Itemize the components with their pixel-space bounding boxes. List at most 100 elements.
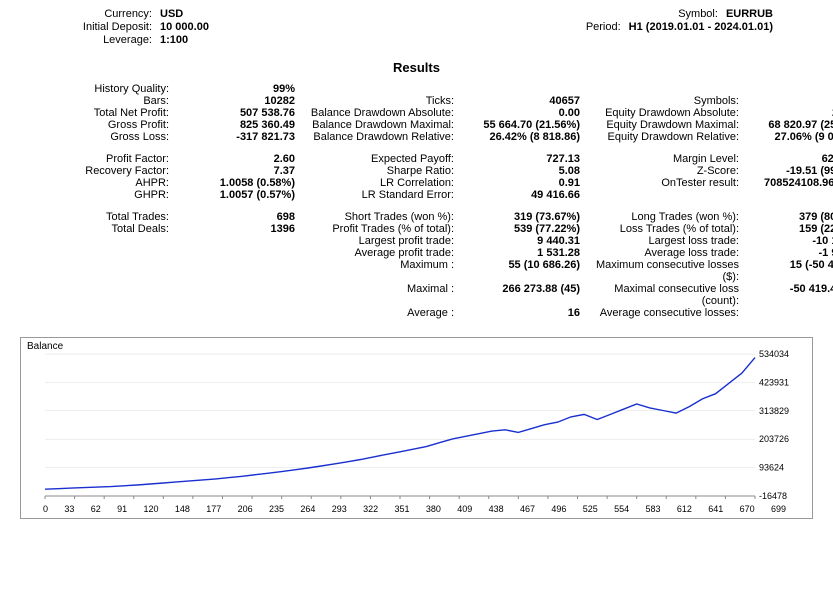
- x-tick-label: 583: [645, 504, 660, 514]
- stat-label: [20, 259, 175, 283]
- svg-text:534034: 534034: [759, 349, 789, 359]
- stat-value: 319 (73.67%): [460, 211, 590, 223]
- stat-cell: [590, 83, 833, 95]
- stat-cell: GHPR:1.0057 (0.57%): [20, 189, 305, 201]
- x-axis-labels: 0336291120148177206235264293322351380409…: [25, 502, 808, 514]
- stat-value: 708524108.9600008: [745, 177, 833, 189]
- x-tick-label: 467: [520, 504, 535, 514]
- stat-value: -1 998.88: [745, 247, 833, 259]
- svg-text:-16478: -16478: [759, 491, 787, 501]
- x-tick-label: 380: [426, 504, 441, 514]
- stat-label: Total Net Profit:: [20, 107, 175, 119]
- stat-cell: Maximal consecutive loss (count):-50 419…: [590, 283, 833, 307]
- stat-value: 269.11: [745, 107, 833, 119]
- stat-value: 627.36%: [745, 153, 833, 165]
- stat-label: Balance Drawdown Maximal:: [305, 119, 460, 131]
- stat-label: Maximal :: [305, 283, 460, 307]
- symbol-label: Symbol:: [678, 8, 726, 20]
- stat-label: Balance Drawdown Absolute:: [305, 107, 460, 119]
- stat-value: 9 440.31: [460, 235, 590, 247]
- stat-cell: Expected Payoff:727.13: [305, 153, 590, 165]
- stat-value: 15 (-50 419.45): [745, 259, 833, 283]
- x-tick-label: 699: [771, 504, 786, 514]
- x-tick-label: 33: [64, 504, 74, 514]
- balance-chart: Balance -1647893624203726313829423931534…: [20, 337, 813, 519]
- stat-cell: Gross Profit:825 360.49: [20, 119, 305, 131]
- stat-cell: [20, 235, 305, 247]
- stat-label: OnTester result:: [590, 177, 745, 189]
- x-tick-label: 641: [708, 504, 723, 514]
- stat-cell: OnTester result:708524108.9600008: [590, 177, 833, 189]
- stat-value: 1396: [175, 223, 305, 235]
- stat-label: Profit Trades (% of total):: [305, 223, 460, 235]
- currency-value: USD: [160, 8, 183, 20]
- stat-label: Maximum :: [305, 259, 460, 283]
- stat-cell: LR Standard Error:49 416.66: [305, 189, 590, 201]
- x-tick-label: 293: [332, 504, 347, 514]
- stat-cell: Largest loss trade:-10 171.06: [590, 235, 833, 247]
- stat-value: 727.13: [460, 153, 590, 165]
- x-tick-label: 264: [300, 504, 315, 514]
- stat-value: 0.91: [460, 177, 590, 189]
- stat-label: Short Trades (won %):: [305, 211, 460, 223]
- stat-label: [20, 283, 175, 307]
- svg-text:203726: 203726: [759, 434, 789, 444]
- stat-cell: [590, 189, 833, 201]
- svg-text:93624: 93624: [759, 463, 784, 473]
- stat-cell: [20, 247, 305, 259]
- stat-cell: [20, 307, 305, 319]
- stat-label: [20, 247, 175, 259]
- stat-cell: Average consecutive losses:5: [590, 307, 833, 319]
- stat-value: 1 531.28: [460, 247, 590, 259]
- stat-cell: Ticks:40657: [305, 95, 590, 107]
- stat-value: [175, 283, 305, 307]
- x-tick-label: 438: [489, 504, 504, 514]
- stat-cell: Average profit trade:1 531.28: [305, 247, 590, 259]
- stat-label: [590, 189, 745, 201]
- x-tick-label: 322: [363, 504, 378, 514]
- currency-label: Currency:: [20, 8, 160, 20]
- stat-value: [175, 259, 305, 283]
- stat-cell: Maximal :266 273.88 (45): [305, 283, 590, 307]
- stat-label: AHPR:: [20, 177, 175, 189]
- x-tick-label: 409: [457, 504, 472, 514]
- stat-cell: Total Net Profit:507 538.76: [20, 107, 305, 119]
- stat-label: [20, 235, 175, 247]
- leverage-label: Leverage:: [20, 34, 160, 46]
- x-tick-label: 670: [740, 504, 755, 514]
- stat-label: Gross Loss:: [20, 131, 175, 143]
- stat-label: Largest loss trade:: [590, 235, 745, 247]
- stat-cell: Equity Drawdown Maximal:68 820.97 (25.23…: [590, 119, 833, 131]
- stat-label: Average consecutive losses:: [590, 307, 745, 319]
- stat-cell: Short Trades (won %):319 (73.67%): [305, 211, 590, 223]
- stat-value: 1: [745, 95, 833, 107]
- x-tick-label: 62: [91, 504, 101, 514]
- stat-value: -19.51 (99.74%): [745, 165, 833, 177]
- stat-value: 10282: [175, 95, 305, 107]
- x-tick-label: 177: [206, 504, 221, 514]
- balance-chart-svg: -1647893624203726313829423931534034: [25, 342, 805, 502]
- stat-value: 68 820.97 (25.23%): [745, 119, 833, 131]
- stat-cell: [305, 83, 590, 95]
- stats-table: History Quality:99%Bars:10282Ticks:40657…: [20, 83, 813, 319]
- x-tick-label: 235: [269, 504, 284, 514]
- stat-label: Loss Trades (% of total):: [590, 223, 745, 235]
- stat-value: 55 (10 686.26): [460, 259, 590, 283]
- stat-label: Largest profit trade:: [305, 235, 460, 247]
- leverage-value: 1:100: [160, 34, 188, 46]
- x-tick-label: 148: [175, 504, 190, 514]
- stat-value: 5: [745, 307, 833, 319]
- x-tick-label: 496: [551, 504, 566, 514]
- stat-value: -50 419.45 (15): [745, 283, 833, 307]
- stat-cell: Z-Score:-19.51 (99.74%): [590, 165, 833, 177]
- stat-value: -10 171.06: [745, 235, 833, 247]
- stat-label: [20, 307, 175, 319]
- stat-label: Average profit trade:: [305, 247, 460, 259]
- stat-cell: Balance Drawdown Absolute:0.00: [305, 107, 590, 119]
- stat-value: [175, 307, 305, 319]
- deposit-value: 10 000.00: [160, 21, 209, 33]
- stat-value: 5.08: [460, 165, 590, 177]
- x-tick-label: 554: [614, 504, 629, 514]
- stat-label: [305, 83, 460, 95]
- stat-cell: Equity Drawdown Relative:27.06% (9 020.1…: [590, 131, 833, 143]
